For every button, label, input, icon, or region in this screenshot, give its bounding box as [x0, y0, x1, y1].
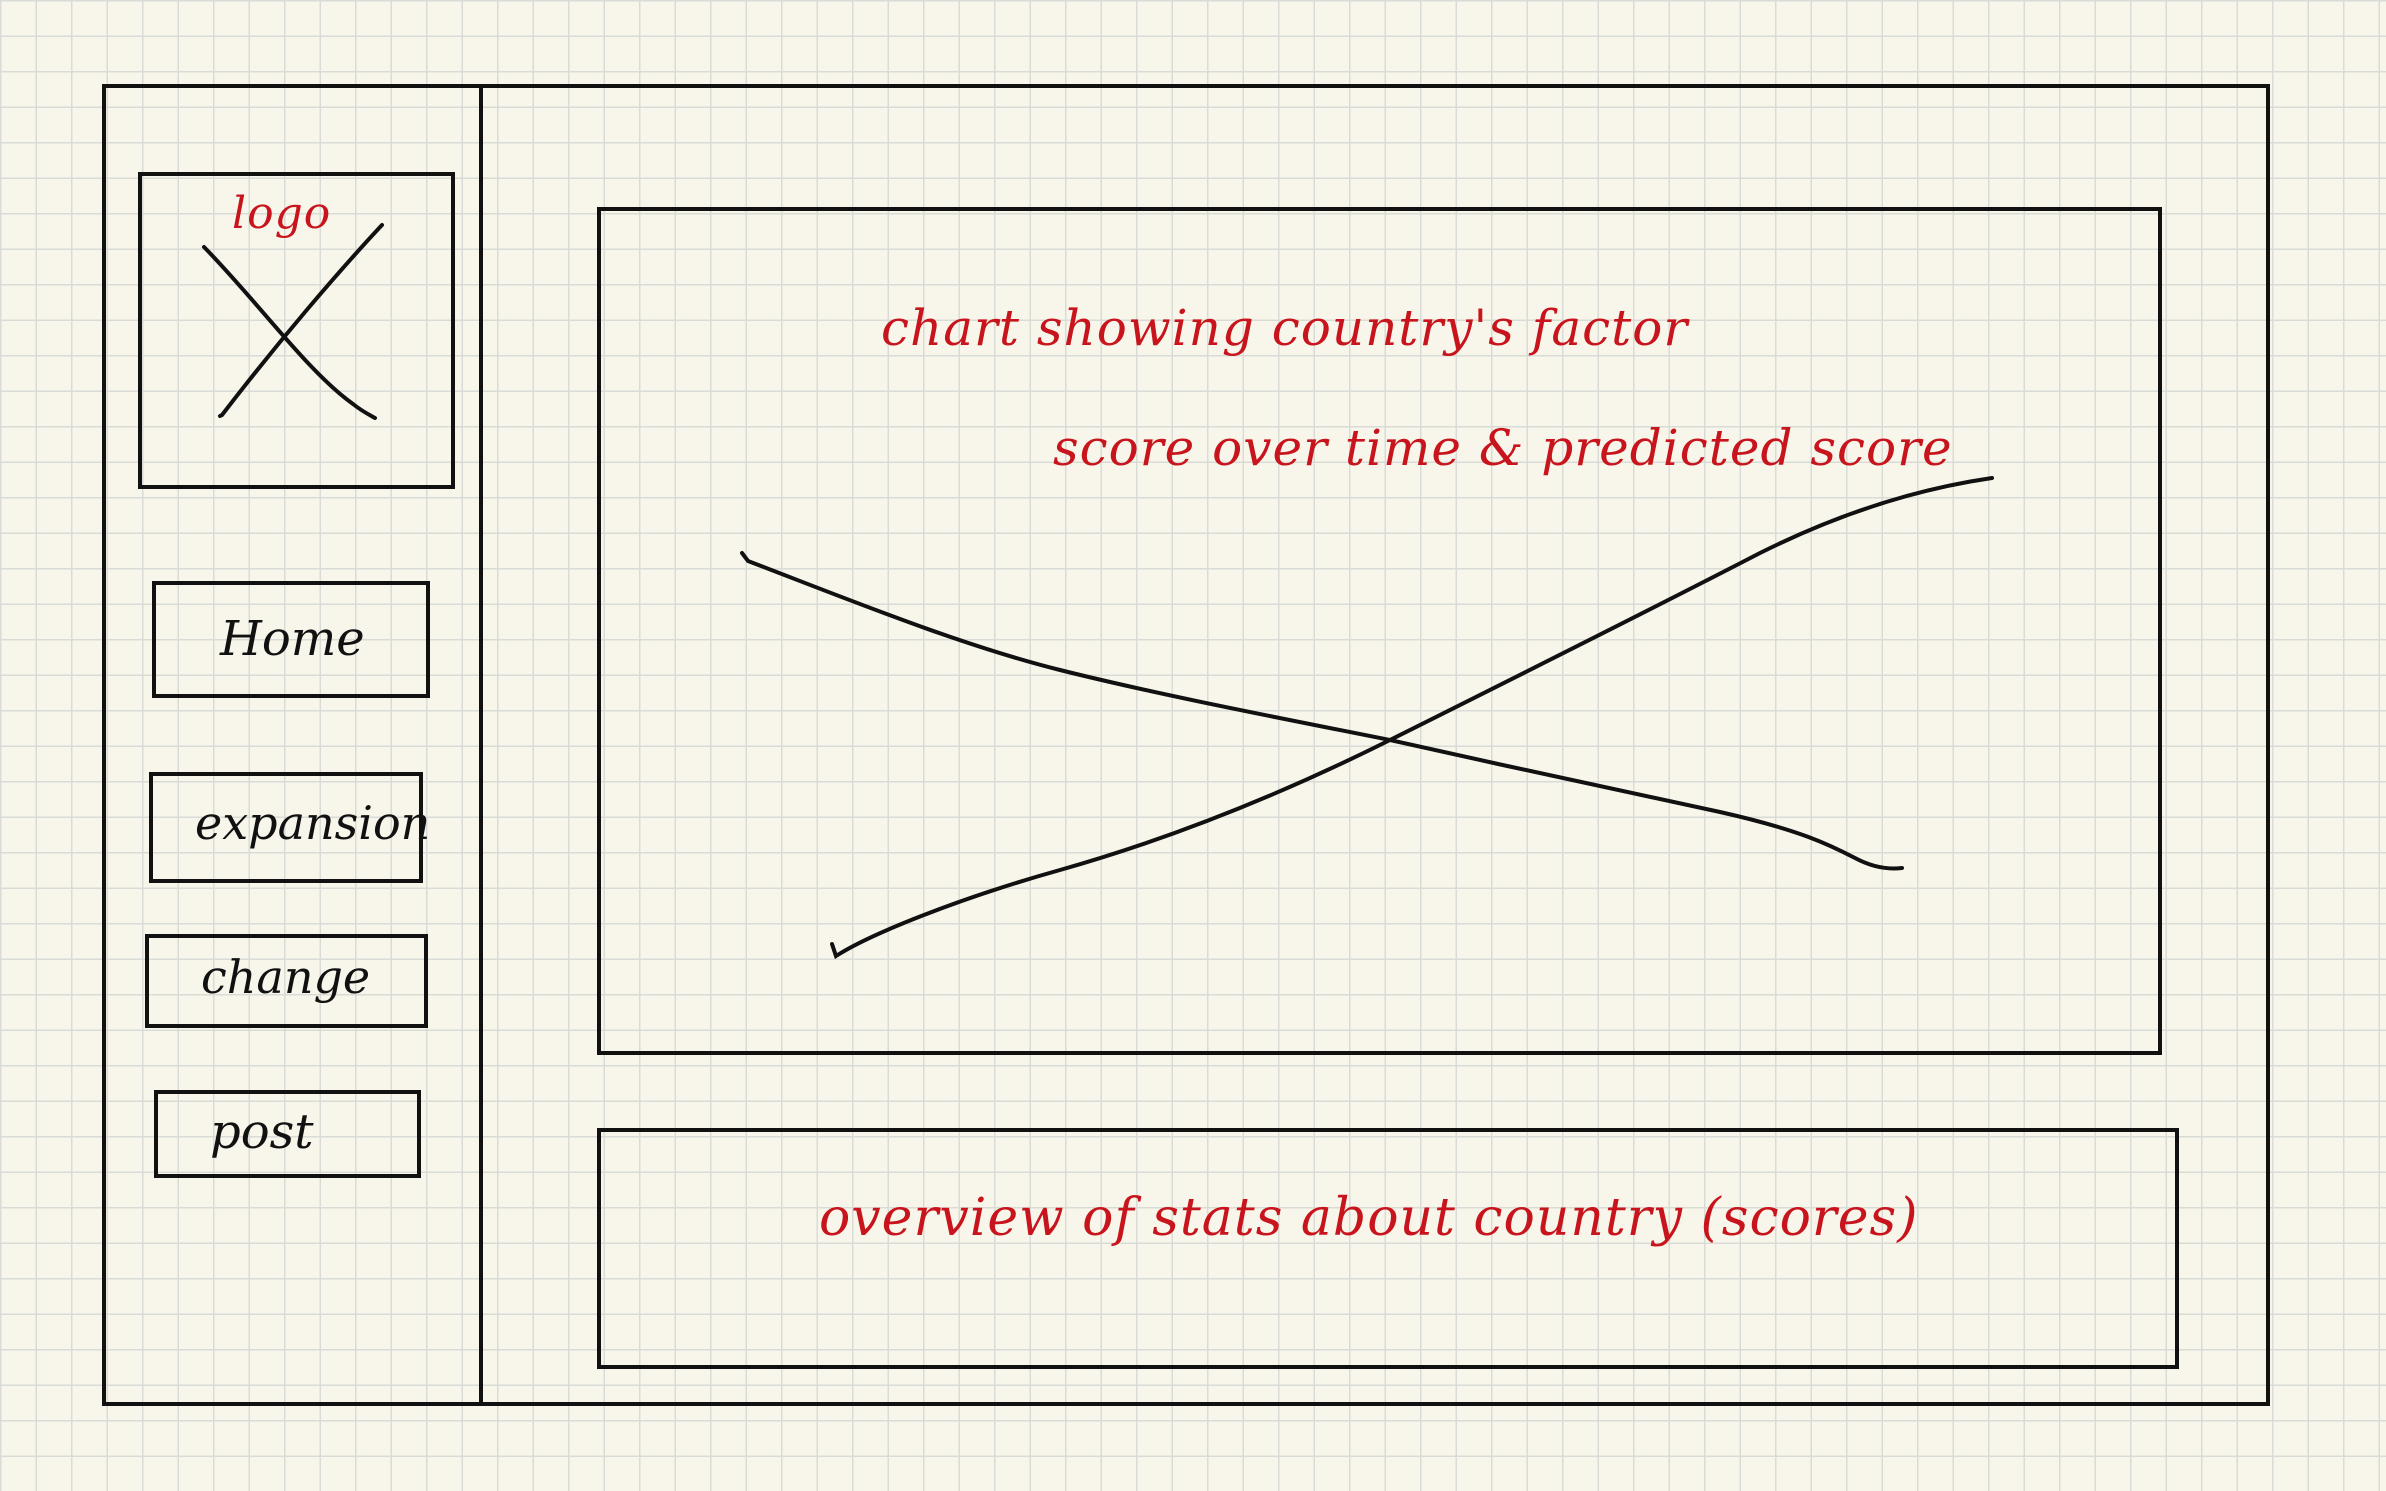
nav-item-home[interactable]: Home [152, 581, 430, 698]
chart-note-line2: score over time & predicted score [1053, 419, 1953, 477]
chart-placeholder: chart showing country's factor score ove… [597, 207, 2162, 1055]
nav-item-expansion-label: expansion [195, 796, 431, 850]
nav-item-post-label: post [210, 1104, 314, 1160]
logo-placeholder-cross-icon [202, 223, 384, 420]
nav-item-change-label: change [201, 950, 371, 1004]
sidebar-divider [479, 84, 483, 1406]
wireframe-window [102, 84, 2270, 1406]
logo-label: logo [232, 188, 332, 239]
nav-item-home-label: Home [220, 611, 365, 667]
stats-overview-note: overview of stats about country (scores) [819, 1188, 1919, 1248]
chart-note-line1: chart showing country's factor [881, 299, 1689, 357]
logo-placeholder: logo [138, 172, 455, 489]
nav-item-change[interactable]: change [145, 934, 428, 1028]
nav-item-post[interactable]: post [154, 1090, 421, 1178]
nav-item-expansion[interactable]: expansion [149, 772, 430, 883]
stats-overview-placeholder: overview of stats about country (scores) [597, 1128, 2179, 1369]
